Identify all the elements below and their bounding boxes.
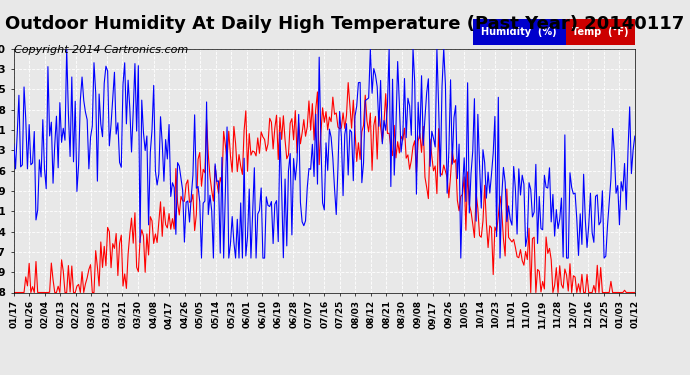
Text: Copyright 2014 Cartronics.com: Copyright 2014 Cartronics.com <box>14 45 188 55</box>
Text: Humidity  (%): Humidity (%) <box>482 27 557 37</box>
Text: Temp  (°F): Temp (°F) <box>572 27 629 37</box>
Text: Outdoor Humidity At Daily High Temperature (Past Year) 20140117: Outdoor Humidity At Daily High Temperatu… <box>6 15 684 33</box>
